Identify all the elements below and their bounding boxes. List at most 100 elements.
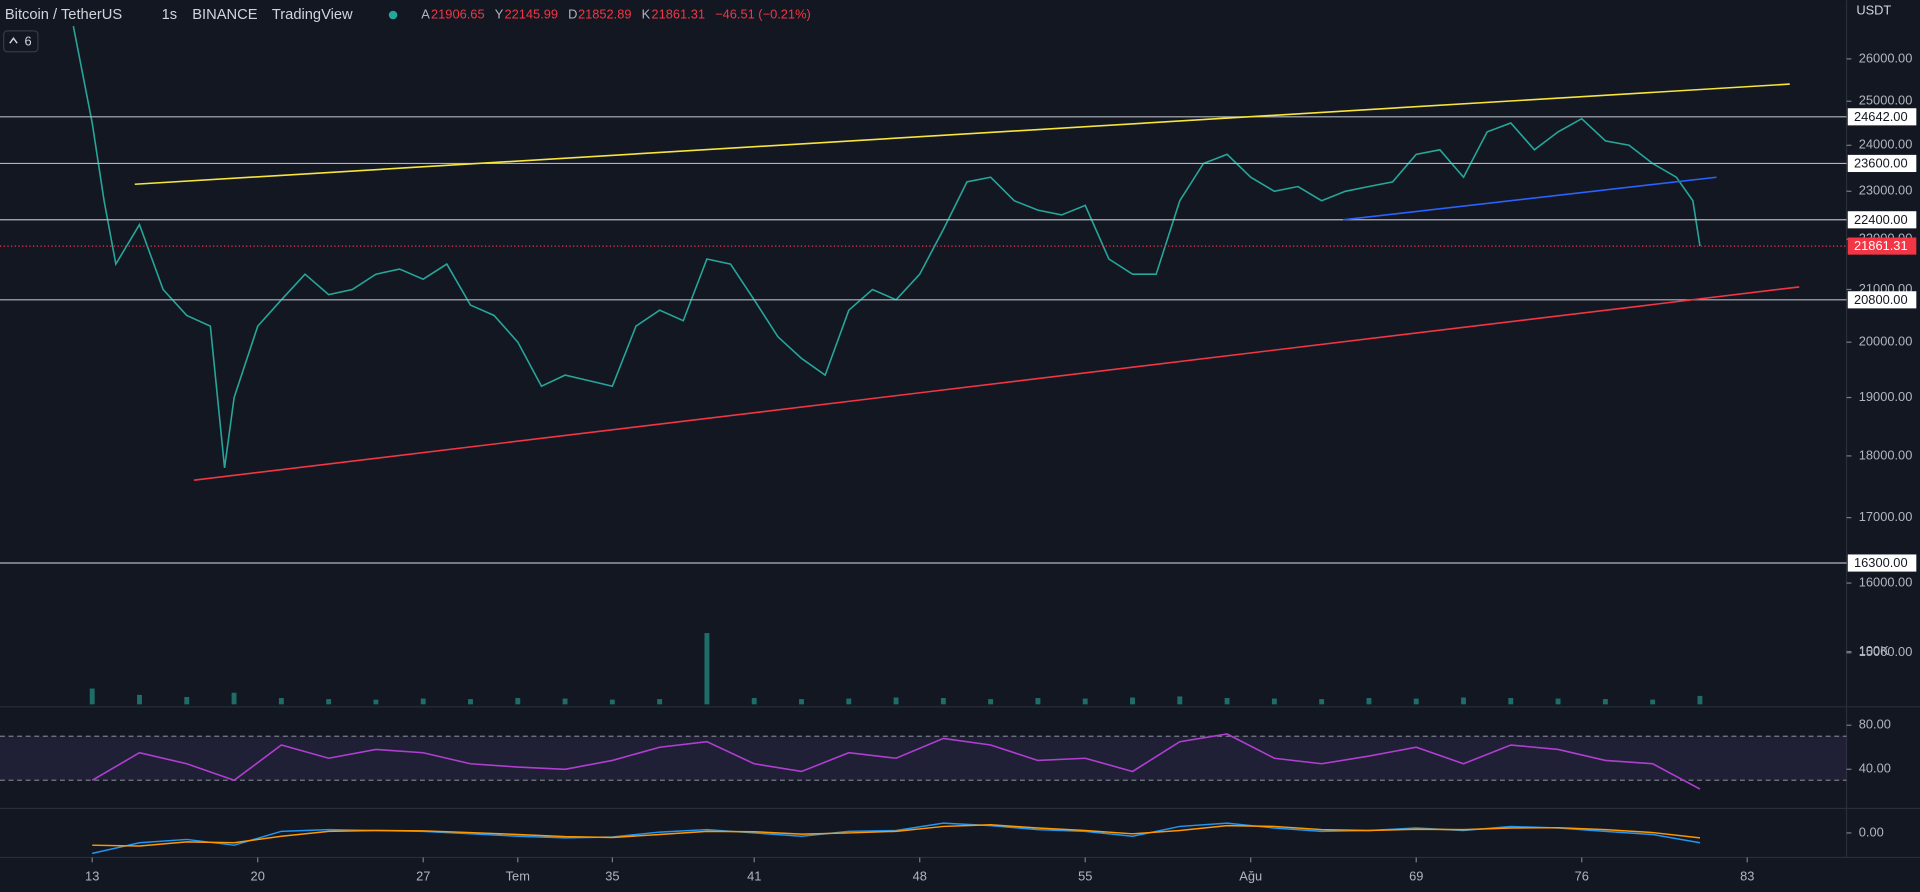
symbol: Bitcoin / TetherUS — [5, 7, 122, 23]
volume-bar — [137, 694, 142, 705]
pane: 15000.00 16000.00 17000.00 18000.00 19000.00… — [0, 25, 1917, 659]
volume-bar — [1555, 698, 1561, 705]
trend-line — [134, 83, 1790, 186]
volume-bar — [1224, 698, 1230, 705]
y-tick-label: 40.00 — [1859, 761, 1891, 776]
volume-bar — [326, 699, 332, 705]
volume-bar — [846, 698, 852, 705]
level-label-box — [1847, 108, 1917, 126]
volume-bar — [1366, 698, 1372, 705]
volume-bar — [373, 699, 379, 705]
y-tick-label: 15000.00 — [1859, 644, 1913, 659]
volume-bar — [1697, 695, 1703, 705]
change: −46.51 (−0.21%) — [715, 6, 811, 21]
x-tick-label: 48 — [913, 868, 927, 883]
volume-bar — [751, 698, 757, 705]
volume-bar — [1508, 698, 1514, 705]
data-line — [72, 25, 1701, 469]
high-label: Y — [495, 6, 504, 21]
volume-bar — [1461, 697, 1466, 705]
x-tick-label: Tem — [506, 868, 530, 883]
volume-bar — [1650, 699, 1656, 705]
y-tick-label: 24000.00 — [1859, 137, 1913, 152]
level-label: 16300.00 — [1854, 555, 1908, 570]
y-tick-label: 18000.00 — [1859, 447, 1913, 462]
x-tick-label: 69 — [1409, 868, 1423, 883]
volume-bar — [1413, 698, 1419, 705]
volume-bar — [468, 699, 473, 705]
last-price-label: 21861.31 — [1854, 238, 1908, 253]
y-tick-label: 25000.00 — [1859, 93, 1913, 108]
level-label: 22400.00 — [1854, 212, 1908, 227]
x-tick-label: 55 — [1078, 868, 1092, 883]
close: 21861.31 — [651, 6, 705, 21]
volume-bar — [278, 698, 284, 705]
indicator-toggle[interactable] — [3, 30, 39, 53]
volume-bar — [657, 699, 663, 705]
volume-bar — [940, 698, 946, 705]
chevron-icon — [9, 37, 18, 44]
trend-line — [1342, 176, 1717, 221]
rsi-band — [0, 736, 1847, 781]
volume-bar — [1177, 696, 1183, 705]
y-tick-label: 16000.00 — [1859, 574, 1913, 589]
level-label-box — [1847, 211, 1917, 229]
x-tick-label: 35 — [605, 868, 619, 883]
volume-bar — [89, 688, 95, 705]
legend-header: Bitcoin / TetherUS 1s BINANCE TradingVie… — [3, 3, 1891, 53]
x-tick-label: Ağu — [1239, 868, 1262, 883]
level-label-box — [1847, 554, 1917, 572]
volume-bar — [1130, 697, 1135, 705]
volume-bar — [1602, 699, 1608, 705]
y-tick-label: 26000.00 — [1859, 50, 1913, 65]
level-label-box — [1847, 154, 1917, 173]
y-tick-label: 20000.00 — [1859, 334, 1913, 349]
volume-bar — [1035, 698, 1041, 705]
volume-bar — [799, 699, 804, 705]
exchange: BINANCE — [192, 7, 257, 23]
trend-line — [193, 286, 1800, 481]
low: 21852.89 — [578, 6, 632, 21]
close-label: K — [642, 6, 651, 21]
source: TradingView — [272, 7, 353, 23]
x-tick-label: 41 — [747, 868, 761, 883]
currency: USDT — [1856, 3, 1891, 18]
open: 21906.65 — [431, 6, 485, 21]
volume-bar — [1082, 698, 1088, 705]
pane: 100K — [89, 633, 1889, 705]
level-label: 23600.00 — [1854, 155, 1908, 170]
x-tick-label: 83 — [1740, 868, 1754, 883]
level-label: 20800.00 — [1854, 292, 1908, 307]
x-tick-label: 27 — [416, 868, 430, 883]
level-label: 24642.00 — [1854, 109, 1908, 124]
pane: 0.00 — [92, 822, 1884, 855]
x-tick-label: 20 — [251, 868, 265, 883]
volume-bar — [704, 633, 710, 705]
volume-bar — [515, 698, 521, 705]
volume-bar — [609, 699, 615, 705]
volume-bar — [562, 698, 568, 705]
y-tick-label: 23000.00 — [1859, 183, 1913, 198]
status-dot — [388, 10, 398, 20]
y-tick-label: 17000.00 — [1859, 509, 1913, 524]
y-tick-label: 19000.00 — [1859, 389, 1913, 404]
interval: 1s — [162, 7, 178, 23]
y-tick-label: 80.00 — [1859, 717, 1891, 732]
x-tick-label: 76 — [1575, 868, 1589, 883]
volume-bar — [1271, 698, 1277, 705]
pane: 80.00 40.00 — [0, 717, 1891, 790]
indicator-count: 6 — [24, 33, 31, 48]
y-tick-label: 0.00 — [1859, 824, 1884, 839]
volume-bar — [988, 699, 994, 705]
data-line — [92, 823, 1701, 847]
volume-bar — [1319, 699, 1325, 705]
x-tick-label: 13 — [85, 868, 99, 883]
y-tick-label: 100K — [1859, 643, 1889, 658]
high: 22145.99 — [504, 6, 558, 21]
level-label-box — [1847, 291, 1917, 309]
volume-bar — [420, 698, 426, 705]
volume-bar — [893, 697, 899, 705]
volume-bar — [231, 692, 237, 705]
